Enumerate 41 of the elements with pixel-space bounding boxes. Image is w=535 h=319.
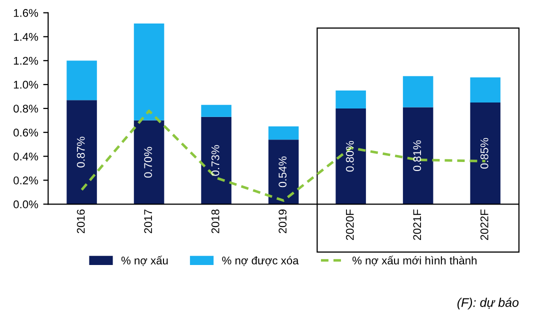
y-tick-label: 0.4% <box>14 152 38 160</box>
x-tick-label: 2021F <box>413 209 422 240</box>
bar <box>336 108 366 204</box>
bar <box>134 24 164 120</box>
y-tick-label: 1.0% <box>14 80 38 89</box>
text: (F): dự báo <box>457 298 519 310</box>
legend-label: % nợ xấu <box>121 256 168 266</box>
x-tick-label: 2022F <box>480 209 488 240</box>
data-label: 0.81% <box>413 140 422 172</box>
data-label: 0.87% <box>76 136 85 168</box>
bar <box>201 104 232 117</box>
y-tick-label: 1.4% <box>14 33 38 41</box>
x-tick-label: 2016 <box>76 210 85 234</box>
bar <box>470 102 500 204</box>
x-tick-label: 2019 <box>278 210 287 234</box>
y-tick-label: 1.6% <box>14 9 38 17</box>
bar <box>268 126 299 140</box>
bar <box>201 116 232 204</box>
x-tick-label: 2017 <box>144 210 152 234</box>
data-label: 0.85% <box>480 138 488 169</box>
bar <box>66 60 97 100</box>
data-label: 0.80% <box>346 140 354 172</box>
y-tick-label: 0.2% <box>14 176 38 184</box>
data-label: 0.54% <box>278 156 287 188</box>
y-tick-label: 0.6% <box>14 128 38 137</box>
bar <box>336 90 366 108</box>
data-label: 0.73% <box>211 145 220 176</box>
bar <box>134 120 164 204</box>
y-tick-label: 0.0% <box>14 200 38 208</box>
x-tick-label: 2018 <box>211 210 220 234</box>
legend-label: % nợ được xóa <box>222 256 299 266</box>
y-tick-label: 1.2% <box>14 56 38 65</box>
data-label: 0.70% <box>144 146 152 178</box>
bar <box>402 76 434 108</box>
legend-label: % nợ xấu mới hình thành <box>352 256 476 266</box>
bar <box>402 107 434 204</box>
bar <box>66 100 97 204</box>
y-tick-label: 0.8% <box>14 104 38 113</box>
x-tick-label: 2020F <box>346 209 354 240</box>
bar <box>470 77 500 102</box>
bar <box>268 140 299 204</box>
